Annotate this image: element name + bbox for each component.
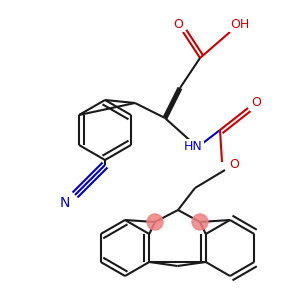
Text: HN: HN [184,140,202,154]
Text: O: O [173,17,183,31]
Text: O: O [229,158,239,170]
Text: O: O [251,97,261,110]
Text: N: N [60,196,70,210]
Text: OH: OH [230,17,250,31]
Circle shape [147,214,163,230]
Circle shape [192,214,208,230]
